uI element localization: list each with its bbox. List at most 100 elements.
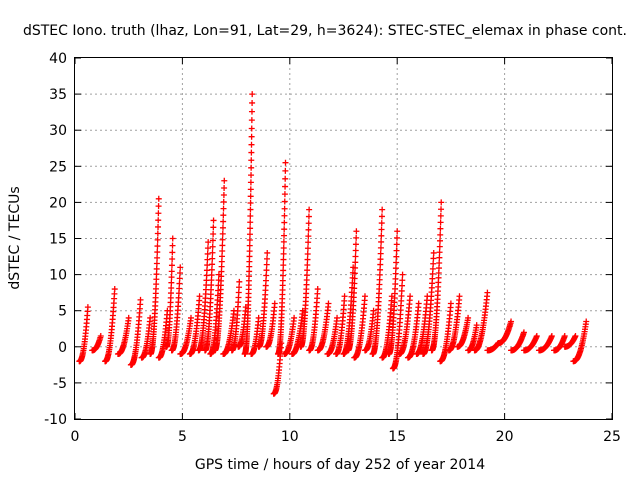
data-point — [208, 266, 215, 273]
y-tick-label: 15 — [49, 232, 67, 248]
data-point — [435, 265, 442, 272]
y-tick-label: 30 — [49, 123, 67, 139]
plot-frame — [74, 57, 613, 420]
data-point — [393, 234, 400, 241]
data-point — [209, 261, 216, 268]
data-point — [155, 223, 162, 230]
data-point — [303, 272, 310, 279]
data-point — [437, 237, 443, 244]
data-point — [219, 247, 226, 254]
data-point — [255, 314, 262, 321]
data-point — [209, 243, 216, 250]
data-point — [176, 275, 183, 282]
data-point — [208, 272, 215, 279]
data-point — [168, 285, 175, 292]
data-point — [377, 261, 384, 268]
data-point — [304, 261, 311, 268]
data-point — [393, 247, 400, 254]
data-point — [236, 284, 243, 291]
data-point — [262, 277, 269, 284]
data-point — [352, 253, 359, 260]
data-point — [548, 332, 555, 339]
data-point — [398, 287, 405, 294]
data-point — [399, 282, 406, 289]
data-point — [246, 258, 253, 265]
data-point — [248, 164, 255, 171]
data-point — [437, 219, 444, 226]
data-point — [393, 241, 400, 248]
data-point — [236, 278, 243, 285]
data-point — [176, 280, 183, 287]
data-point — [169, 242, 176, 249]
data-point — [248, 125, 255, 132]
data-point — [153, 260, 160, 267]
data-point — [209, 249, 216, 256]
data-point — [398, 293, 405, 300]
data-point — [168, 279, 175, 286]
data-point — [430, 249, 437, 256]
data-point — [154, 243, 161, 250]
data-point — [246, 237, 253, 244]
y-tick-label: 20 — [49, 195, 67, 211]
data-point — [305, 213, 312, 220]
data-point — [436, 254, 443, 261]
data-point — [248, 149, 255, 156]
data-point — [437, 231, 444, 238]
data-point — [220, 198, 227, 205]
data-point — [392, 280, 399, 287]
data-point — [351, 280, 358, 287]
data-point — [415, 300, 422, 307]
data-point — [169, 249, 176, 256]
data-point — [204, 262, 211, 269]
chart-title: dSTEC Iono. truth (lhaz, Lon=91, Lat=29,… — [23, 23, 627, 39]
data-point — [377, 266, 384, 273]
data-point — [352, 259, 359, 266]
data-point — [305, 233, 312, 240]
y-tick-label: 0 — [58, 340, 67, 356]
data-point — [264, 249, 271, 256]
data-point — [219, 236, 226, 243]
data-point — [281, 212, 288, 219]
data-point — [583, 318, 590, 325]
data-point — [84, 304, 91, 311]
data-point — [304, 267, 311, 274]
data-point — [393, 253, 400, 260]
data-point — [281, 191, 288, 198]
data-point — [168, 274, 175, 281]
data-point — [247, 225, 254, 232]
data-point — [394, 228, 401, 235]
data-point — [246, 253, 253, 260]
data-point — [221, 184, 228, 191]
data-point — [392, 275, 399, 282]
data-point — [155, 195, 162, 202]
data-point — [248, 157, 255, 164]
data-point — [167, 290, 174, 297]
data-point — [168, 268, 175, 275]
x-tick-label: 25 — [603, 429, 621, 445]
data-point — [247, 193, 254, 200]
data-point — [280, 267, 287, 274]
data-point — [305, 226, 312, 233]
data-point — [393, 259, 400, 266]
x-tick-label: 20 — [496, 429, 514, 445]
data-point — [282, 183, 289, 190]
data-point — [154, 230, 161, 237]
data-point — [155, 217, 162, 224]
data-point — [176, 269, 183, 276]
data-point — [205, 239, 212, 246]
data-point — [484, 289, 491, 296]
data-point — [218, 258, 225, 265]
y-tick-label: -10 — [44, 412, 67, 428]
data-point — [248, 133, 255, 140]
data-point — [263, 255, 270, 262]
data-point — [247, 219, 254, 226]
data-point — [352, 264, 359, 271]
data-point — [572, 332, 579, 339]
data-point — [155, 203, 162, 210]
data-point — [325, 300, 332, 307]
data-point — [429, 265, 436, 272]
data-point — [218, 263, 225, 270]
data-point — [219, 242, 226, 249]
data-point — [187, 314, 194, 321]
data-point — [246, 231, 253, 238]
